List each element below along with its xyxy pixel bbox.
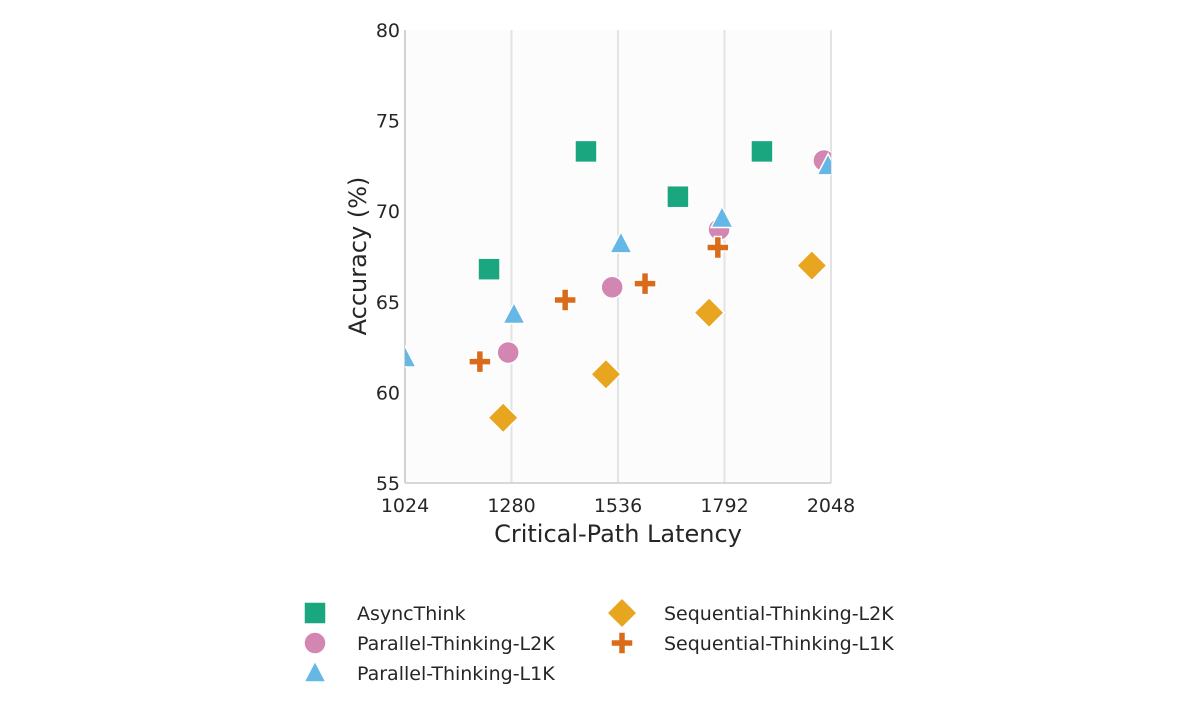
legend-marker-parallel-thinking-l1k xyxy=(302,659,328,683)
legend-marker-parallel-thinking-l2k xyxy=(303,631,327,655)
y-tick-label: 65 xyxy=(376,292,400,314)
legend-marker-sequential-thinking-l2k xyxy=(605,596,639,630)
legend: AsyncThink Parallel-Thinking-L2K Parallel-… xyxy=(302,596,894,685)
x-axis-label: Critical-Path Latency xyxy=(494,520,742,548)
legend-marker-sequential-thinking-l1k xyxy=(610,631,634,655)
legend-marker-asyncthink xyxy=(303,601,327,625)
sequential-thinking-l1k-point xyxy=(468,349,492,374)
x-tick-label: 1280 xyxy=(487,495,535,517)
parallel-thinking-l1k-point xyxy=(405,344,418,368)
sequential-thinking-l2k-point xyxy=(589,358,622,391)
sequential-thinking-l1k-point xyxy=(553,288,577,312)
y-tick-label: 70 xyxy=(376,201,400,223)
parallel-thinking-l1k-point xyxy=(501,300,527,325)
legend-label-sequential-thinking-l2k: Sequential-Thinking-L2K xyxy=(664,603,894,625)
legend-label-parallel-thinking-l2k: Parallel-Thinking-L2K xyxy=(357,633,555,655)
y-tick-label: 60 xyxy=(376,382,400,404)
sequential-thinking-l2k-point xyxy=(693,296,726,329)
parallel-thinking-l1k-point xyxy=(709,204,735,229)
parallel-thinking-l2k-point xyxy=(600,275,624,300)
x-tick-label: 1536 xyxy=(594,495,642,517)
y-axis-label: Accuracy (%) xyxy=(344,177,372,336)
asyncthink-point xyxy=(666,184,690,209)
legend-label-parallel-thinking-l1k: Parallel-Thinking-L1K xyxy=(357,663,555,685)
sequential-thinking-l1k-point xyxy=(633,271,657,296)
sequential-thinking-l2k-point xyxy=(795,249,828,282)
parallel-thinking-l1k-point xyxy=(608,230,634,254)
legend-label-sequential-thinking-l1k: Sequential-Thinking-L1K xyxy=(664,633,894,655)
y-tick-label: 80 xyxy=(376,20,400,42)
parallel-thinking-l1k-point xyxy=(815,152,831,176)
x-tick-label: 2048 xyxy=(807,495,855,517)
asyncthink-point xyxy=(477,257,501,281)
asyncthink-point xyxy=(750,139,774,164)
y-tick-label: 75 xyxy=(376,111,400,133)
sequential-thinking-l2k-point xyxy=(487,401,520,434)
legend-label-asyncthink: AsyncThink xyxy=(357,603,466,625)
parallel-thinking-l2k-point xyxy=(496,340,520,365)
x-tick-label: 1792 xyxy=(700,495,748,517)
sequential-thinking-l1k-point xyxy=(706,235,730,260)
asyncthink-point xyxy=(574,139,598,164)
x-tick-label: 1024 xyxy=(381,495,429,517)
y-tick-label: 55 xyxy=(376,473,400,495)
